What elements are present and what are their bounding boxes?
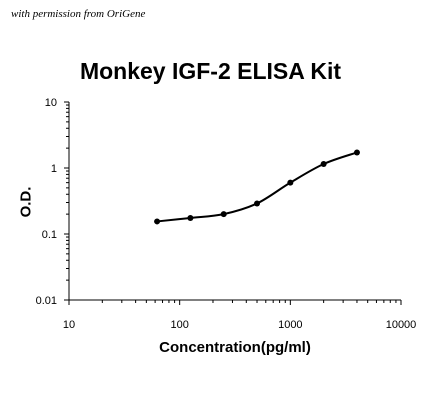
data-point [220,211,227,218]
y-axis-title: O.D. [17,186,35,218]
x-tick-label: 100 [170,319,188,331]
data-point [320,160,327,167]
x-tick-label: 10000 [386,319,417,331]
chart-title: Monkey IGF-2 ELISA Kit [79,58,342,84]
fit-curve [156,151,358,223]
data-point [254,200,261,207]
x-tick-label: 1000 [278,319,302,331]
x-tick-label: 10 [63,319,75,331]
y-tick-label: 0.01 [36,295,57,307]
y-tick-label: 0.1 [42,229,57,241]
data-point [154,218,161,225]
x-axis-title: Concentration(pg/ml) [159,339,311,356]
data-point [353,149,360,156]
y-tick-label: 1 [51,163,57,175]
tick-labels: 10 100 1000 10000 10 1 0.1 0.01 [36,97,417,331]
data-point [287,179,294,186]
y-tick-label: 10 [45,97,57,109]
data-points [154,149,360,225]
watermark-text: with permission from OriGene [11,8,146,20]
axes [64,101,402,305]
data-point [187,214,194,221]
